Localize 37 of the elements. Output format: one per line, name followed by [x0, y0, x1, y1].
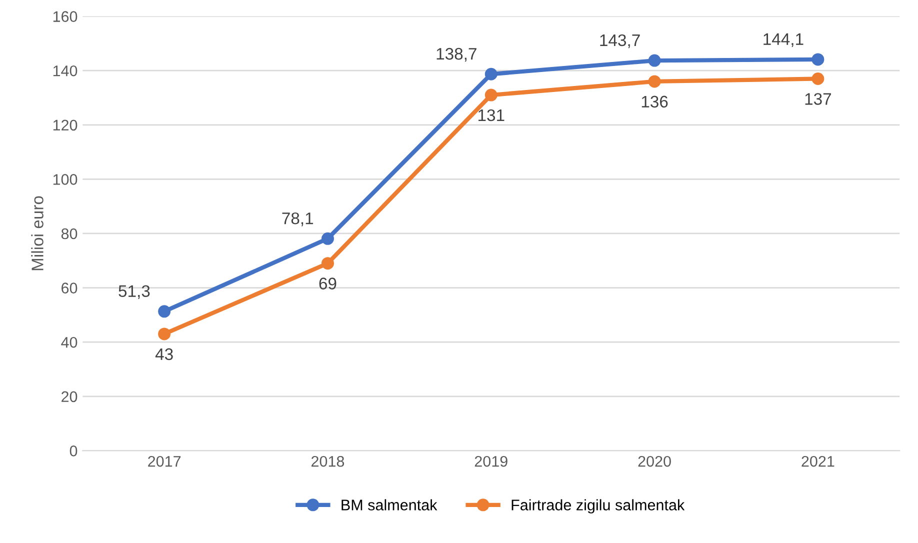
data-label: 69 — [319, 278, 336, 290]
data-label: 78,1 — [282, 212, 314, 226]
data-label: 137 — [805, 93, 832, 105]
point — [648, 75, 661, 88]
x-tick-label: 2018 — [312, 456, 344, 467]
y-tick-label: 140 — [53, 65, 78, 76]
data-label: 143,7 — [600, 34, 640, 48]
x-tick-label: 2019 — [474, 456, 508, 467]
y-tick-label: 20 — [62, 391, 78, 402]
data-label: 51,3 — [118, 285, 150, 299]
legend-label: BM salmentak — [342, 499, 438, 510]
y-axis-title: Milioi euro — [31, 196, 44, 270]
point — [158, 328, 171, 340]
point — [648, 54, 661, 67]
y-tick-label: 100 — [53, 174, 78, 185]
x-tick-label: 2021 — [802, 456, 834, 467]
y-tick-label: 40 — [61, 336, 78, 348]
data-label: 138,7 — [436, 48, 476, 62]
point — [812, 72, 824, 85]
point — [158, 305, 171, 318]
y-tick-label: 80 — [61, 228, 78, 240]
y-tick-label: 60 — [62, 282, 78, 294]
point — [321, 257, 334, 270]
y-tick-label: 120 — [53, 120, 78, 131]
y-tick-label: 0 — [70, 446, 78, 456]
data-label: 144,1 — [764, 33, 804, 48]
data-label: 131 — [478, 109, 504, 122]
legend-label: Fairtrade zigilu salmentak — [512, 499, 685, 514]
y-tick-label: 160 — [53, 11, 78, 22]
x-tick-label: 2020 — [638, 456, 671, 467]
point — [812, 53, 824, 66]
data-label: 43 — [155, 348, 173, 360]
point — [321, 232, 334, 245]
x-tick-label: 2017 — [148, 456, 181, 467]
point — [484, 68, 498, 80]
data-label: 136 — [642, 96, 668, 108]
point — [484, 88, 498, 102]
